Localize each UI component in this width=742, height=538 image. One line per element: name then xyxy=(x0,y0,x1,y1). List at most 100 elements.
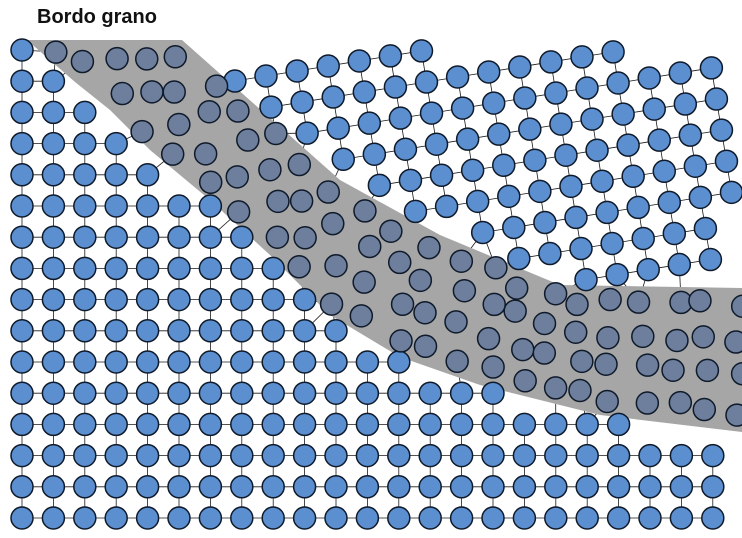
lattice-atom xyxy=(507,246,531,271)
boundary-atom xyxy=(695,358,720,383)
lattice-atom xyxy=(104,412,128,437)
lattice-atom xyxy=(683,154,708,178)
boundary-atom xyxy=(324,253,348,278)
lattice-atom xyxy=(41,225,66,249)
lattice-atom xyxy=(10,350,34,374)
lattice-atom xyxy=(285,59,309,83)
boundary-atom xyxy=(193,142,218,166)
lattice-atom xyxy=(167,194,191,218)
boundary-atom xyxy=(287,152,312,177)
boundary-atom xyxy=(163,45,188,69)
lattice-atom xyxy=(10,287,34,312)
boundary-atom xyxy=(661,358,685,383)
lattice-atom xyxy=(606,475,631,499)
lattice-atom xyxy=(167,381,191,405)
boundary-atom xyxy=(197,99,221,124)
lattice-atom xyxy=(198,506,223,530)
boundary-atom xyxy=(160,142,185,166)
lattice-atom xyxy=(657,190,682,215)
lattice-atom xyxy=(388,106,413,130)
lattice-atom xyxy=(104,506,128,530)
lattice-atom xyxy=(104,287,128,312)
boundary-atom xyxy=(565,292,589,317)
lattice-atom xyxy=(476,60,501,84)
lattice-atom xyxy=(104,443,128,468)
lattice-atom xyxy=(445,65,470,89)
lattice-atom xyxy=(387,475,411,499)
boundary-atom xyxy=(167,112,191,137)
lattice-atom xyxy=(605,262,629,287)
lattice-atom xyxy=(481,443,505,468)
lattice-atom xyxy=(449,506,474,530)
lattice-atom xyxy=(549,112,573,136)
lattice-atom xyxy=(261,256,285,281)
lattice-atom xyxy=(449,381,474,405)
lattice-atom xyxy=(512,475,537,499)
lattice-atom xyxy=(41,163,66,187)
lattice-atom xyxy=(481,381,505,405)
lattice-atom xyxy=(73,225,97,249)
lattice-atom xyxy=(418,412,442,437)
boundary-atom xyxy=(353,199,377,223)
lattice-atom xyxy=(409,39,434,63)
boundary-atom xyxy=(387,250,412,275)
lattice-atom xyxy=(41,475,66,499)
lattice-atom xyxy=(709,118,734,142)
boundary-atom xyxy=(532,341,557,365)
lattice-atom xyxy=(606,71,630,95)
lattice-atom xyxy=(631,226,655,251)
boundary-atom xyxy=(452,278,477,303)
lattice-atom xyxy=(104,131,128,156)
lattice-atom xyxy=(295,121,319,145)
lattice-atom xyxy=(135,506,160,530)
lattice-atom xyxy=(254,64,278,88)
lattice-atom xyxy=(669,443,694,468)
lattice-atom xyxy=(512,506,537,530)
boundary-atom xyxy=(635,391,660,415)
boundary-atom xyxy=(668,390,693,415)
lattice-atom xyxy=(10,100,34,125)
boundary-atom xyxy=(204,74,229,98)
lattice-atom xyxy=(198,381,223,405)
lattice-atom xyxy=(460,158,485,183)
lattice-atom xyxy=(230,350,254,374)
boundary-atom xyxy=(390,292,415,317)
lattice-atom xyxy=(104,319,128,343)
boundary-atom xyxy=(691,325,716,349)
boundary-atom xyxy=(595,389,619,414)
lattice-atom xyxy=(387,443,411,468)
lattice-atom xyxy=(73,506,97,530)
boundary-atom xyxy=(513,369,537,393)
boundary-atom xyxy=(349,304,374,328)
lattice-atom xyxy=(518,117,542,141)
lattice-atom xyxy=(104,381,128,405)
lattice-atom xyxy=(167,475,191,499)
boundary-atom xyxy=(258,157,282,182)
lattice-atom xyxy=(259,95,283,119)
lattice-atom xyxy=(362,142,387,166)
boundary-atom xyxy=(289,189,314,213)
boundary-atom xyxy=(449,249,474,273)
lattice-atom xyxy=(41,131,66,156)
lattice-atom xyxy=(135,256,160,281)
lattice-atom xyxy=(502,215,526,240)
lattice-atom xyxy=(230,319,254,343)
lattice-atom xyxy=(355,506,380,530)
lattice-atom xyxy=(324,475,348,499)
lattice-atom xyxy=(73,381,97,405)
lattice-atom xyxy=(261,443,285,468)
lattice-atom xyxy=(261,350,285,374)
boundary-atom xyxy=(688,289,712,313)
lattice-atom xyxy=(669,506,694,530)
lattice-atom xyxy=(528,179,552,204)
boundary-atom xyxy=(626,290,651,314)
lattice-atom xyxy=(104,475,128,499)
lattice-atom xyxy=(198,194,223,218)
lattice-atom xyxy=(434,194,459,219)
lattice-atom xyxy=(316,54,340,78)
lattice-atom xyxy=(198,225,223,249)
lattice-atom xyxy=(523,148,547,172)
lattice-atom xyxy=(590,169,614,194)
lattice-atom xyxy=(135,381,160,405)
lattice-atom xyxy=(512,412,537,437)
